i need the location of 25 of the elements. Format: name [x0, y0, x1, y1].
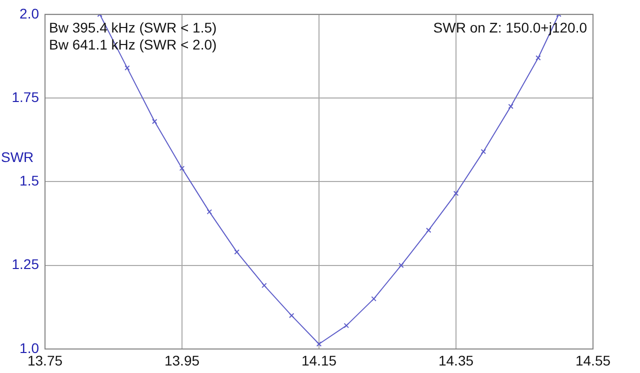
point: [288, 312, 294, 318]
point: [206, 209, 212, 214]
point: [398, 262, 404, 268]
point: [316, 341, 322, 347]
y-axis-title: SWR: [1, 149, 34, 166]
y-tick-label: 1.75: [12, 88, 40, 105]
y-tick-label: 1.25: [12, 256, 40, 272]
point: [480, 148, 486, 154]
point: [262, 282, 267, 288]
point: [234, 249, 240, 255]
point: [124, 65, 130, 71]
point: [453, 190, 459, 196]
x-tick-label: 14.15: [301, 352, 337, 368]
point: [152, 118, 158, 124]
y-tick-label: 2.0: [20, 5, 40, 22]
x-tick-label: 14.55: [575, 352, 611, 368]
point: [371, 296, 376, 302]
x-tick-label: 13.95: [164, 352, 200, 368]
point: [508, 104, 514, 110]
y-tick-label: 1.5: [20, 172, 40, 189]
point: [426, 228, 432, 233]
point: [179, 166, 185, 171]
point: [536, 55, 541, 61]
x-tick-label: 14.35: [438, 352, 474, 368]
point: [344, 322, 350, 328]
